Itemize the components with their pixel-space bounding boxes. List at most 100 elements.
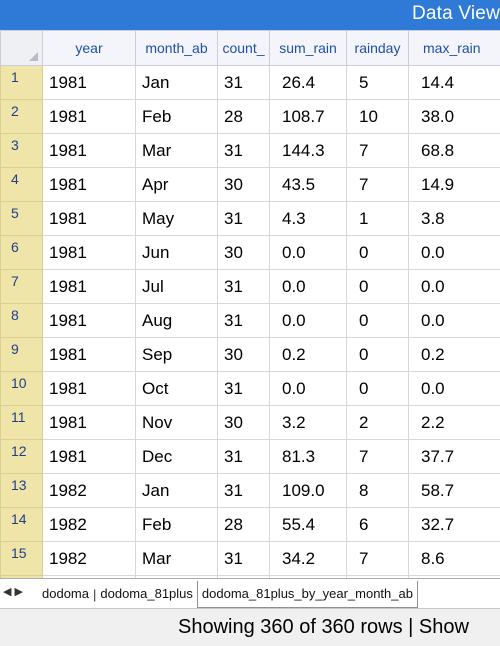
cell-year[interactable]: 1981	[43, 406, 136, 440]
cell-year[interactable]: 1982	[43, 508, 136, 542]
row-number[interactable]: 9	[1, 338, 43, 372]
row-number[interactable]: 2	[1, 100, 43, 134]
row-number[interactable]: 15	[1, 542, 43, 576]
cell-year[interactable]: 1981	[43, 338, 136, 372]
cell-max-rain[interactable]: 8.6	[409, 542, 500, 576]
cell-month-ab[interactable]: Apr	[136, 168, 218, 202]
row-number[interactable]: 4	[1, 168, 43, 202]
cell-rainday[interactable]: 7	[347, 134, 409, 168]
cell-month-ab[interactable]: Jan	[136, 474, 218, 508]
row-number[interactable]: 3	[1, 134, 43, 168]
cell-sum-rain[interactable]: 0.0	[270, 372, 347, 406]
cell-rainday[interactable]: 1	[347, 202, 409, 236]
cell-sum-rain[interactable]: 0.2	[270, 338, 347, 372]
cell-count[interactable]: 30	[218, 236, 270, 270]
cell-year[interactable]: 1981	[43, 202, 136, 236]
cell-rainday[interactable]: 8	[347, 474, 409, 508]
cell-month-ab[interactable]: May	[136, 202, 218, 236]
tab-prev-icon[interactable]: ◀	[3, 586, 14, 598]
cell-count[interactable]: 28	[218, 508, 270, 542]
cell-sum-rain[interactable]: 0.0	[270, 304, 347, 338]
cell-rainday[interactable]: 10	[347, 100, 409, 134]
row-number[interactable]: 13	[1, 474, 43, 508]
cell-sum-rain[interactable]: 55.4	[270, 508, 347, 542]
cell-max-rain[interactable]: 38.0	[409, 100, 500, 134]
cell-month-ab[interactable]: Feb	[136, 508, 218, 542]
cell-sum-rain[interactable]: 0.0	[270, 270, 347, 304]
cell-year[interactable]: 1981	[43, 440, 136, 474]
cell-rainday[interactable]: 0	[347, 338, 409, 372]
tab-dodoma-81plus[interactable]: dodoma_81plus	[96, 581, 197, 607]
row-number[interactable]: 6	[1, 236, 43, 270]
cell-month-ab[interactable]: Jul	[136, 270, 218, 304]
cell-count[interactable]: 31	[218, 440, 270, 474]
cell-rainday[interactable]: 0	[347, 304, 409, 338]
cell-count[interactable]: 31	[218, 66, 270, 100]
cell-max-rain[interactable]: 2.2	[409, 406, 500, 440]
cell-year[interactable]: 1981	[43, 134, 136, 168]
cell-month-ab[interactable]: Aug	[136, 304, 218, 338]
row-number[interactable]: 7	[1, 270, 43, 304]
cell-rainday[interactable]: 7	[347, 440, 409, 474]
cell-count[interactable]: 31	[218, 372, 270, 406]
cell-month-ab[interactable]: Mar	[136, 542, 218, 576]
cell-year[interactable]: 1981	[43, 168, 136, 202]
cell-count[interactable]: 31	[218, 474, 270, 508]
column-header-month-ab[interactable]: month_ab	[136, 31, 218, 66]
cell-count[interactable]: 31	[218, 134, 270, 168]
cell-count[interactable]: 31	[218, 270, 270, 304]
column-header-max-rain[interactable]: max_rain	[409, 31, 500, 66]
cell-count[interactable]: 31	[218, 304, 270, 338]
cell-month-ab[interactable]: Oct	[136, 372, 218, 406]
cell-count[interactable]: 31	[218, 542, 270, 576]
cell-max-rain[interactable]: 0.2	[409, 338, 500, 372]
cell-rainday[interactable]: 5	[347, 66, 409, 100]
cell-month-ab[interactable]: Feb	[136, 100, 218, 134]
cell-max-rain[interactable]: 0.0	[409, 236, 500, 270]
cell-sum-rain[interactable]: 4.3	[270, 202, 347, 236]
cell-sum-rain[interactable]: 109.0	[270, 474, 347, 508]
cell-rainday[interactable]: 7	[347, 542, 409, 576]
cell-sum-rain[interactable]: 144.3	[270, 134, 347, 168]
row-number[interactable]: 14	[1, 508, 43, 542]
tab-dodoma[interactable]: dodoma	[38, 581, 93, 607]
cell-rainday[interactable]: 2	[347, 406, 409, 440]
column-header-rainday[interactable]: rainday	[347, 31, 409, 66]
cell-count[interactable]: 30	[218, 406, 270, 440]
cell-sum-rain[interactable]: 43.5	[270, 168, 347, 202]
cell-month-ab[interactable]: Sep	[136, 338, 218, 372]
cell-count[interactable]: 31	[218, 202, 270, 236]
cell-max-rain[interactable]: 14.9	[409, 168, 500, 202]
cell-max-rain[interactable]: 0.0	[409, 372, 500, 406]
cell-sum-rain[interactable]: 81.3	[270, 440, 347, 474]
cell-year[interactable]: 1981	[43, 304, 136, 338]
data-grid[interactable]: year month_ab count_ sum_rain rainday ma…	[0, 30, 500, 578]
cell-year[interactable]: 1982	[43, 474, 136, 508]
cell-count[interactable]: 30	[218, 168, 270, 202]
cell-sum-rain[interactable]: 26.4	[270, 66, 347, 100]
cell-year[interactable]: 1981	[43, 236, 136, 270]
cell-rainday[interactable]: 0	[347, 270, 409, 304]
cell-year[interactable]: 1981	[43, 372, 136, 406]
cell-max-rain[interactable]: 3.8	[409, 202, 500, 236]
cell-sum-rain[interactable]: 0.0	[270, 236, 347, 270]
cell-month-ab[interactable]: Mar	[136, 134, 218, 168]
select-all-corner[interactable]	[1, 31, 43, 66]
row-number[interactable]: 12	[1, 440, 43, 474]
row-number[interactable]: 1	[1, 66, 43, 100]
row-number[interactable]: 5	[1, 202, 43, 236]
cell-sum-rain[interactable]: 108.7	[270, 100, 347, 134]
cell-count[interactable]: 28	[218, 100, 270, 134]
cell-month-ab[interactable]: Jun	[136, 236, 218, 270]
cell-rainday[interactable]: 0	[347, 372, 409, 406]
row-number[interactable]: 10	[1, 372, 43, 406]
